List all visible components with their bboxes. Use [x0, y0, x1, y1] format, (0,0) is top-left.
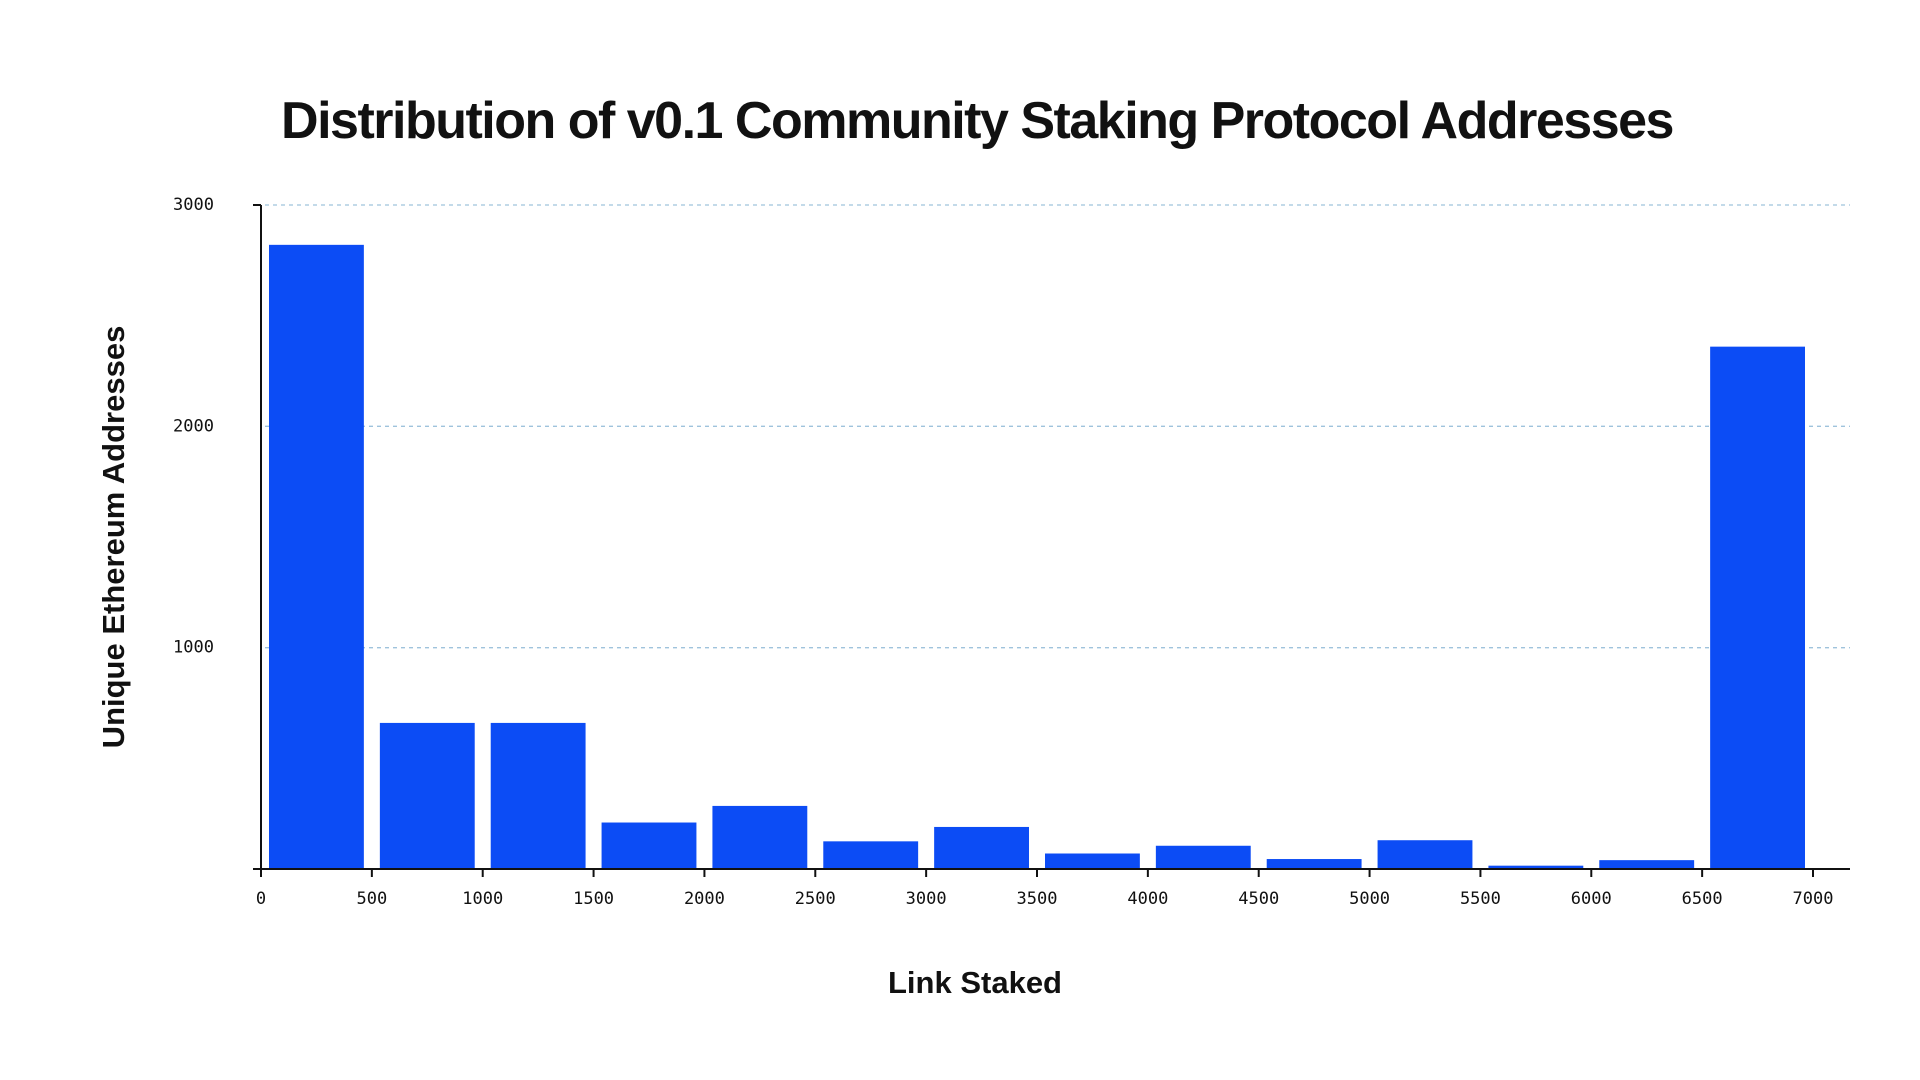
y-tick-label: 1000 [173, 638, 214, 658]
gridlines [265, 204, 1850, 649]
histogram-bar [1045, 853, 1140, 869]
x-tick-label: 5000 [1349, 889, 1390, 909]
x-tick-label: 3000 [906, 889, 947, 909]
histogram-bar [712, 805, 808, 869]
y-axis-title: Unique Ethereum Addresses [96, 326, 131, 749]
histogram-bar [1377, 840, 1473, 869]
x-tick-label: 0 [256, 889, 266, 909]
x-tick-label: 6000 [1571, 889, 1612, 909]
histogram-bar [1488, 865, 1584, 869]
x-tick-label: 1500 [573, 889, 614, 909]
bars [269, 244, 1805, 870]
chart-title: Distribution of v0.1 Community Staking P… [281, 92, 1673, 150]
histogram-bar [379, 722, 475, 869]
x-tick-label: 3500 [1017, 889, 1058, 909]
x-tick-label: 4500 [1238, 889, 1279, 909]
histogram-bar [1599, 860, 1695, 869]
x-tick-label: 500 [356, 889, 387, 909]
histogram-bar [823, 841, 919, 869]
x-axis-title: Link Staked [888, 965, 1062, 1000]
histogram-bar [601, 822, 697, 869]
histogram-bar [1155, 845, 1251, 869]
histogram-bar [1710, 346, 1805, 869]
x-tick-label: 6500 [1682, 889, 1723, 909]
x-tick-label: 5500 [1460, 889, 1501, 909]
histogram-bar [1266, 859, 1362, 869]
x-tick-label: 2500 [795, 889, 836, 909]
x-tick-label: 7000 [1793, 889, 1834, 909]
histogram-bar [269, 244, 364, 870]
x-tick-label: 4000 [1127, 889, 1168, 909]
x-tick-label: 1000 [462, 889, 503, 909]
y-tick-label: 3000 [173, 195, 214, 215]
x-tick-label: 2000 [684, 889, 725, 909]
tick-labels: 3000 2000 1000 0 500 1000 1500 2000 2500 3000 3500… [173, 195, 1833, 909]
histogram-bar [934, 826, 1029, 869]
y-tick-label: 2000 [173, 416, 214, 436]
axes [253, 204, 1850, 877]
histogram-bar [490, 722, 586, 869]
